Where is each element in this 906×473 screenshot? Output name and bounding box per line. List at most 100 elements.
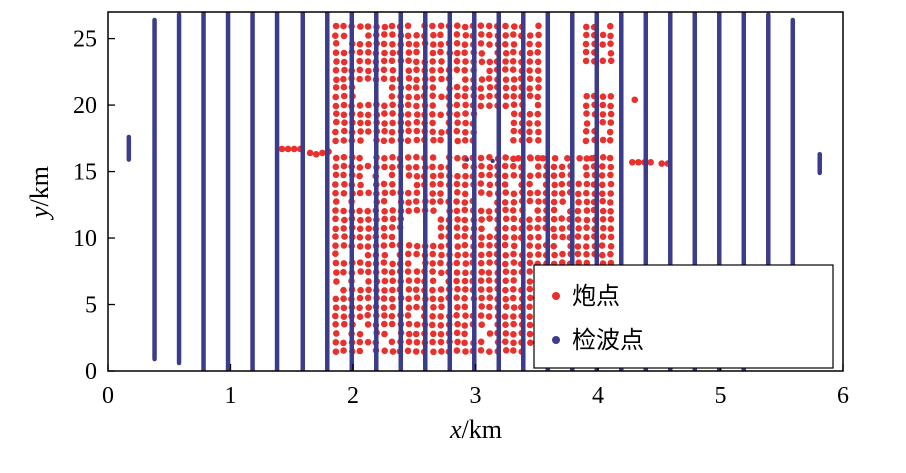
shot-point <box>364 321 372 328</box>
shot-point <box>502 66 509 73</box>
shot-point <box>312 150 320 158</box>
y-axis-label-var: y <box>25 206 54 221</box>
shot-point <box>478 162 485 170</box>
shot-point <box>550 172 558 179</box>
shot-point <box>340 75 347 83</box>
shot-point <box>430 348 437 356</box>
shot-point <box>478 303 486 310</box>
shot-point <box>388 295 396 303</box>
legend-label-receivers: 检波点 <box>572 326 644 354</box>
shot-point <box>462 129 469 136</box>
shot-point <box>658 160 665 167</box>
shot-point <box>599 111 607 118</box>
shot-point <box>333 58 340 65</box>
shot-point <box>388 224 396 231</box>
shot-point <box>454 92 461 100</box>
shot-point <box>405 93 412 101</box>
shot-point <box>486 242 493 249</box>
shot-point <box>478 189 485 196</box>
shot-point <box>341 233 348 240</box>
shot-point <box>510 41 518 48</box>
shot-point <box>364 119 372 127</box>
shot-point <box>437 190 444 197</box>
shot-point <box>405 49 413 56</box>
shot-point <box>583 155 591 162</box>
shot-point <box>404 312 412 319</box>
shot-point <box>599 181 606 189</box>
shot-point <box>429 75 436 83</box>
shot-point <box>356 225 364 233</box>
shot-point <box>599 251 606 259</box>
shot-point <box>461 162 469 170</box>
shot-point <box>388 269 396 276</box>
receiver-point <box>490 158 495 164</box>
shot-point <box>526 128 533 136</box>
shot-point <box>607 50 615 57</box>
shot-point <box>340 207 347 215</box>
shot-point <box>413 118 421 126</box>
shot-point <box>340 225 348 232</box>
shot-point <box>515 154 522 162</box>
shot-point <box>430 304 437 311</box>
shot-point <box>478 31 485 38</box>
shot-point <box>599 190 606 197</box>
shot-point <box>340 32 348 40</box>
shot-point <box>438 251 445 259</box>
shot-point <box>380 75 388 82</box>
shot-point <box>454 22 461 30</box>
shot-point <box>364 207 372 215</box>
shot-point <box>607 243 615 250</box>
shot-point <box>607 40 614 47</box>
shot-point <box>438 269 445 277</box>
shot-point <box>461 322 469 329</box>
shot-point <box>332 93 340 101</box>
shot-point <box>332 128 339 136</box>
shot-point <box>429 181 437 188</box>
shot-point <box>527 339 534 347</box>
shot-point <box>453 111 461 118</box>
shot-point <box>501 181 509 188</box>
shot-point <box>357 286 364 294</box>
shot-point <box>413 339 421 346</box>
shot-point <box>526 285 534 293</box>
shot-point <box>629 158 636 166</box>
shot-point <box>429 154 437 161</box>
shot-point <box>356 102 364 109</box>
shot-point <box>405 164 413 171</box>
shot-point <box>559 250 566 258</box>
shot-point <box>341 66 348 74</box>
shot-point <box>389 101 396 109</box>
shot-point <box>365 128 372 135</box>
shot-point <box>356 330 364 338</box>
shot-point <box>486 31 493 39</box>
axes: 0 1 2 3 4 5 6 0 5 10 15 20 25 <box>73 27 849 409</box>
shot-point <box>502 84 510 92</box>
shot-point <box>405 338 413 346</box>
shot-point <box>550 198 558 206</box>
shot-point <box>502 234 509 241</box>
shot-point <box>429 321 436 329</box>
shot-point <box>404 347 412 355</box>
shot-point <box>290 145 298 153</box>
shot-point <box>478 76 486 83</box>
shot-point <box>607 199 614 206</box>
shot-point <box>485 269 493 277</box>
shot-point <box>607 110 615 118</box>
shot-point <box>429 338 436 346</box>
x-axis-label: x/km <box>449 415 502 444</box>
shot-point <box>462 225 469 232</box>
shot-point <box>454 216 461 223</box>
shot-point <box>551 190 558 197</box>
shot-point <box>340 137 348 144</box>
shot-point <box>429 313 436 320</box>
shot-point <box>461 295 468 302</box>
shot-point <box>510 268 517 276</box>
shot-point <box>341 181 348 188</box>
shot-point <box>380 66 388 74</box>
shot-point <box>429 250 437 258</box>
shot-point <box>550 242 557 250</box>
shot-point <box>380 57 388 65</box>
shot-point <box>502 93 510 100</box>
shot-point <box>485 277 493 284</box>
shot-point <box>582 137 590 145</box>
